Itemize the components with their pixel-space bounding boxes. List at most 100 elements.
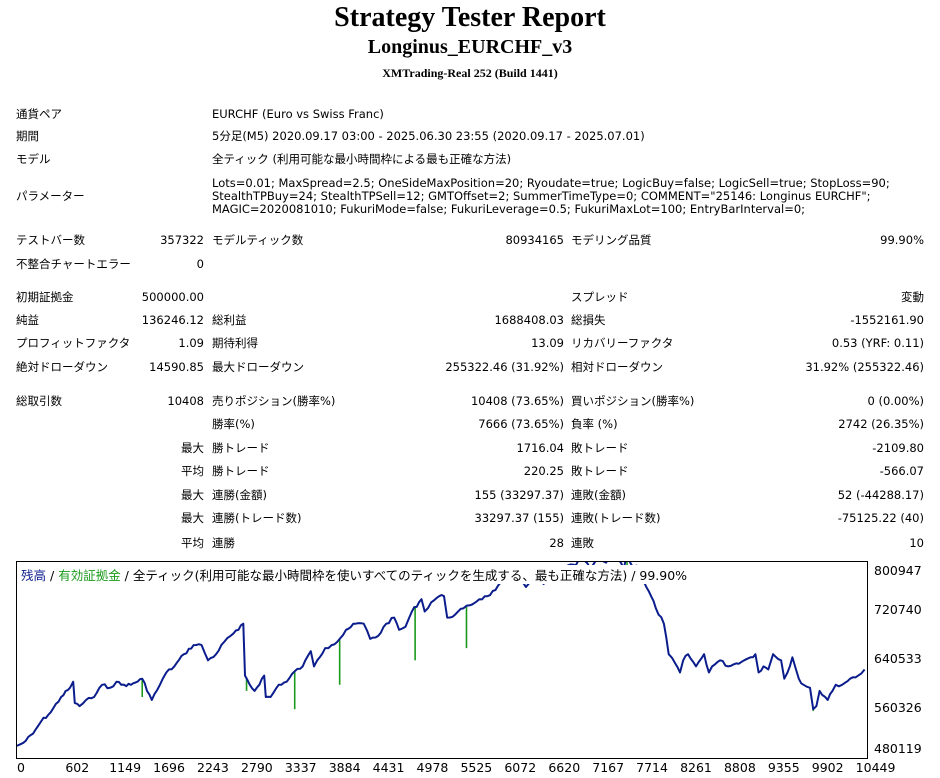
- rel-dd-value: 31.92% (255322.46): [805, 360, 924, 374]
- abs-dd-value: 14590.85: [149, 360, 204, 374]
- avg-loss-label: 敗トレード: [571, 464, 629, 478]
- x-tick-label: 7167: [592, 760, 625, 775]
- short-label: 売りポジション(勝率%): [212, 394, 336, 408]
- lossrate-value: 2742 (26.35%): [838, 417, 924, 431]
- largest-win-label: 勝トレード: [212, 441, 270, 455]
- total-value: 10408: [167, 394, 204, 408]
- x-tick-label: 2243: [197, 760, 229, 775]
- x-tick-label: 1149: [109, 760, 142, 775]
- server-build: XMTrading-Real 252 (Build 1441): [382, 66, 558, 80]
- avg-loss-value: -566.07: [879, 464, 924, 478]
- ticks-value: 80934165: [505, 233, 564, 247]
- x-tick-label: 8808: [723, 760, 756, 775]
- x-tick-label: 1696: [153, 760, 185, 775]
- legend-balance: 残高: [21, 568, 47, 583]
- x-tick-label: 2790: [240, 760, 273, 775]
- quality-label: モデリング品質: [571, 233, 652, 247]
- quality-value: 99.90%: [880, 233, 924, 247]
- pf-label: プロフィットファクタ: [16, 336, 131, 350]
- avg-consec-wins-value: 28: [549, 536, 564, 550]
- x-tick-label: 6620: [548, 760, 581, 775]
- consec-count-row: 最大 連勝(金額) 155 (33297.37) 連敗(金額) 52 (-442…: [0, 485, 940, 505]
- deposit-value: 500000.00: [141, 290, 204, 304]
- largest-prefix: 最大: [181, 441, 204, 455]
- x-tick-label: 602: [65, 760, 90, 775]
- legend-separator: /: [46, 568, 59, 583]
- consec-loss-label: 連敗(トレード数): [571, 511, 661, 525]
- x-tick-label: 3884: [328, 760, 361, 775]
- params-value: Lots=0.01; MaxSpread=2.5; OneSideMaxPosi…: [212, 176, 890, 216]
- y-tick-label: 720740: [874, 602, 922, 617]
- long-value: 0 (0.00%): [867, 394, 924, 408]
- balance-chart: 残高 / 有効証拠金 / 全ティック(利用可能な最小時間枠を使いすべてのティック…: [16, 561, 868, 759]
- y-tick-label: 640533: [874, 651, 922, 666]
- ticks-label: モデルティック数: [212, 233, 304, 247]
- average-row: 平均 勝トレード 220.25 敗トレード -566.07: [0, 461, 940, 481]
- mismatch-value: 0: [196, 257, 204, 271]
- consec-losses-value: 52 (-44288.17): [837, 488, 924, 502]
- consec-losses-label: 連敗(金額): [571, 488, 626, 502]
- consec-count-prefix: 最大: [181, 488, 204, 502]
- pair-row: 通貨ペア EURCHF (Euro vs Swiss Franc): [0, 104, 940, 124]
- long-label: 買いポジション(勝率%): [571, 394, 695, 408]
- recovery-value: 0.53 (YRF: 0.11): [831, 336, 924, 350]
- x-tick-label: 8261: [680, 760, 712, 775]
- y-tick-label: 800947: [874, 563, 922, 578]
- pair-label: 通貨ペア: [16, 107, 62, 121]
- consec-amount-prefix: 最大: [181, 511, 204, 525]
- x-tick-label: 9902: [811, 760, 844, 775]
- model-value: 全ティック (利用可能な最小時間枠による最も正確な方法): [212, 152, 512, 166]
- consec-amount-row: 最大 連勝(トレード数) 33297.37 (155) 連敗(トレード数) -7…: [0, 508, 940, 528]
- x-tick-label: 9355: [767, 760, 800, 775]
- legend-description: / 全ティック(利用可能な最小時間枠を使いすべてのティックを生成する、最も正確な…: [120, 568, 688, 583]
- report-title: Strategy Tester Report: [334, 2, 606, 33]
- strategy-name: Longinus_EURCHF_v3: [367, 36, 573, 58]
- bars-row: テストバー数 357322 モデルティック数 80934165 モデリング品質 …: [0, 230, 940, 250]
- rel-dd-label: 相対ドローダウン: [571, 360, 663, 374]
- avg-consec-losses-label: 連敗: [571, 536, 594, 550]
- x-tick-label: 10449: [855, 760, 896, 775]
- pair-value: EURCHF (Euro vs Swiss Franc): [212, 107, 384, 121]
- x-tick-label: 5525: [460, 760, 493, 775]
- net-label: 純益: [16, 313, 39, 327]
- model-label: モデル: [16, 152, 51, 166]
- lossrate-label: 負率 (%): [571, 417, 618, 431]
- avg-win-label: 勝トレード: [212, 464, 270, 478]
- largest-row: 最大 勝トレード 1716.04 敗トレード -2109.80: [0, 438, 940, 458]
- expected-label: 期待利得: [212, 336, 258, 350]
- total-row: 総取引数 10408 売りポジション(勝率%) 10408 (73.65%) 買…: [0, 391, 940, 411]
- pf-value: 1.09: [178, 336, 204, 350]
- x-tick-label: 6072: [504, 760, 537, 775]
- x-tick-label: 0: [17, 760, 25, 775]
- total-label: 総取引数: [16, 394, 62, 408]
- avg-win-value: 220.25: [523, 464, 564, 478]
- largest-win-value: 1716.04: [516, 441, 564, 455]
- period-value: 5分足(M5) 2020.09.17 03:00 - 2025.06.30 23…: [212, 129, 645, 143]
- avg-consec-wins-label: 連勝: [212, 536, 235, 550]
- legend-equity: 有効証拠金: [58, 568, 121, 583]
- params-label: パラメーター: [16, 189, 85, 203]
- largest-loss-label: 敗トレード: [571, 441, 629, 455]
- net-value: 136246.12: [141, 313, 204, 327]
- winrate-label: 勝率(%): [212, 417, 255, 431]
- mismatch-label: 不整合チャートエラー: [16, 257, 131, 271]
- balance-line: [17, 562, 866, 747]
- period-row: 期間 5分足(M5) 2020.09.17 03:00 - 2025.06.30…: [0, 126, 940, 146]
- consec-profit-value: 33297.37 (155): [474, 511, 564, 525]
- winrate-value: 7666 (73.65%): [478, 417, 564, 431]
- consec-profit-label: 連勝(トレード数): [212, 511, 302, 525]
- y-tick-label: 480119: [874, 741, 922, 756]
- average-prefix: 平均: [181, 464, 204, 478]
- gross-loss-value: -1552161.90: [850, 313, 924, 327]
- dd-row: 絶対ドローダウン 14590.85 最大ドローダウン 255322.46 (31…: [0, 357, 940, 377]
- x-tick-label: 3337: [284, 760, 317, 775]
- recovery-label: リカバリーファクタ: [571, 336, 674, 350]
- max-dd-label: 最大ドローダウン: [212, 360, 304, 374]
- spread-value: 変動: [901, 290, 924, 304]
- x-tick-label: 7714: [636, 760, 668, 775]
- avg-consec-losses-value: 10: [909, 536, 924, 550]
- gross-profit-label: 総利益: [212, 313, 247, 327]
- max-dd-value: 255322.46 (31.92%): [445, 360, 564, 374]
- x-tick-label: 4431: [372, 760, 405, 775]
- deposit-row: 初期証拠金 500000.00 スプレッド 変動: [0, 287, 940, 307]
